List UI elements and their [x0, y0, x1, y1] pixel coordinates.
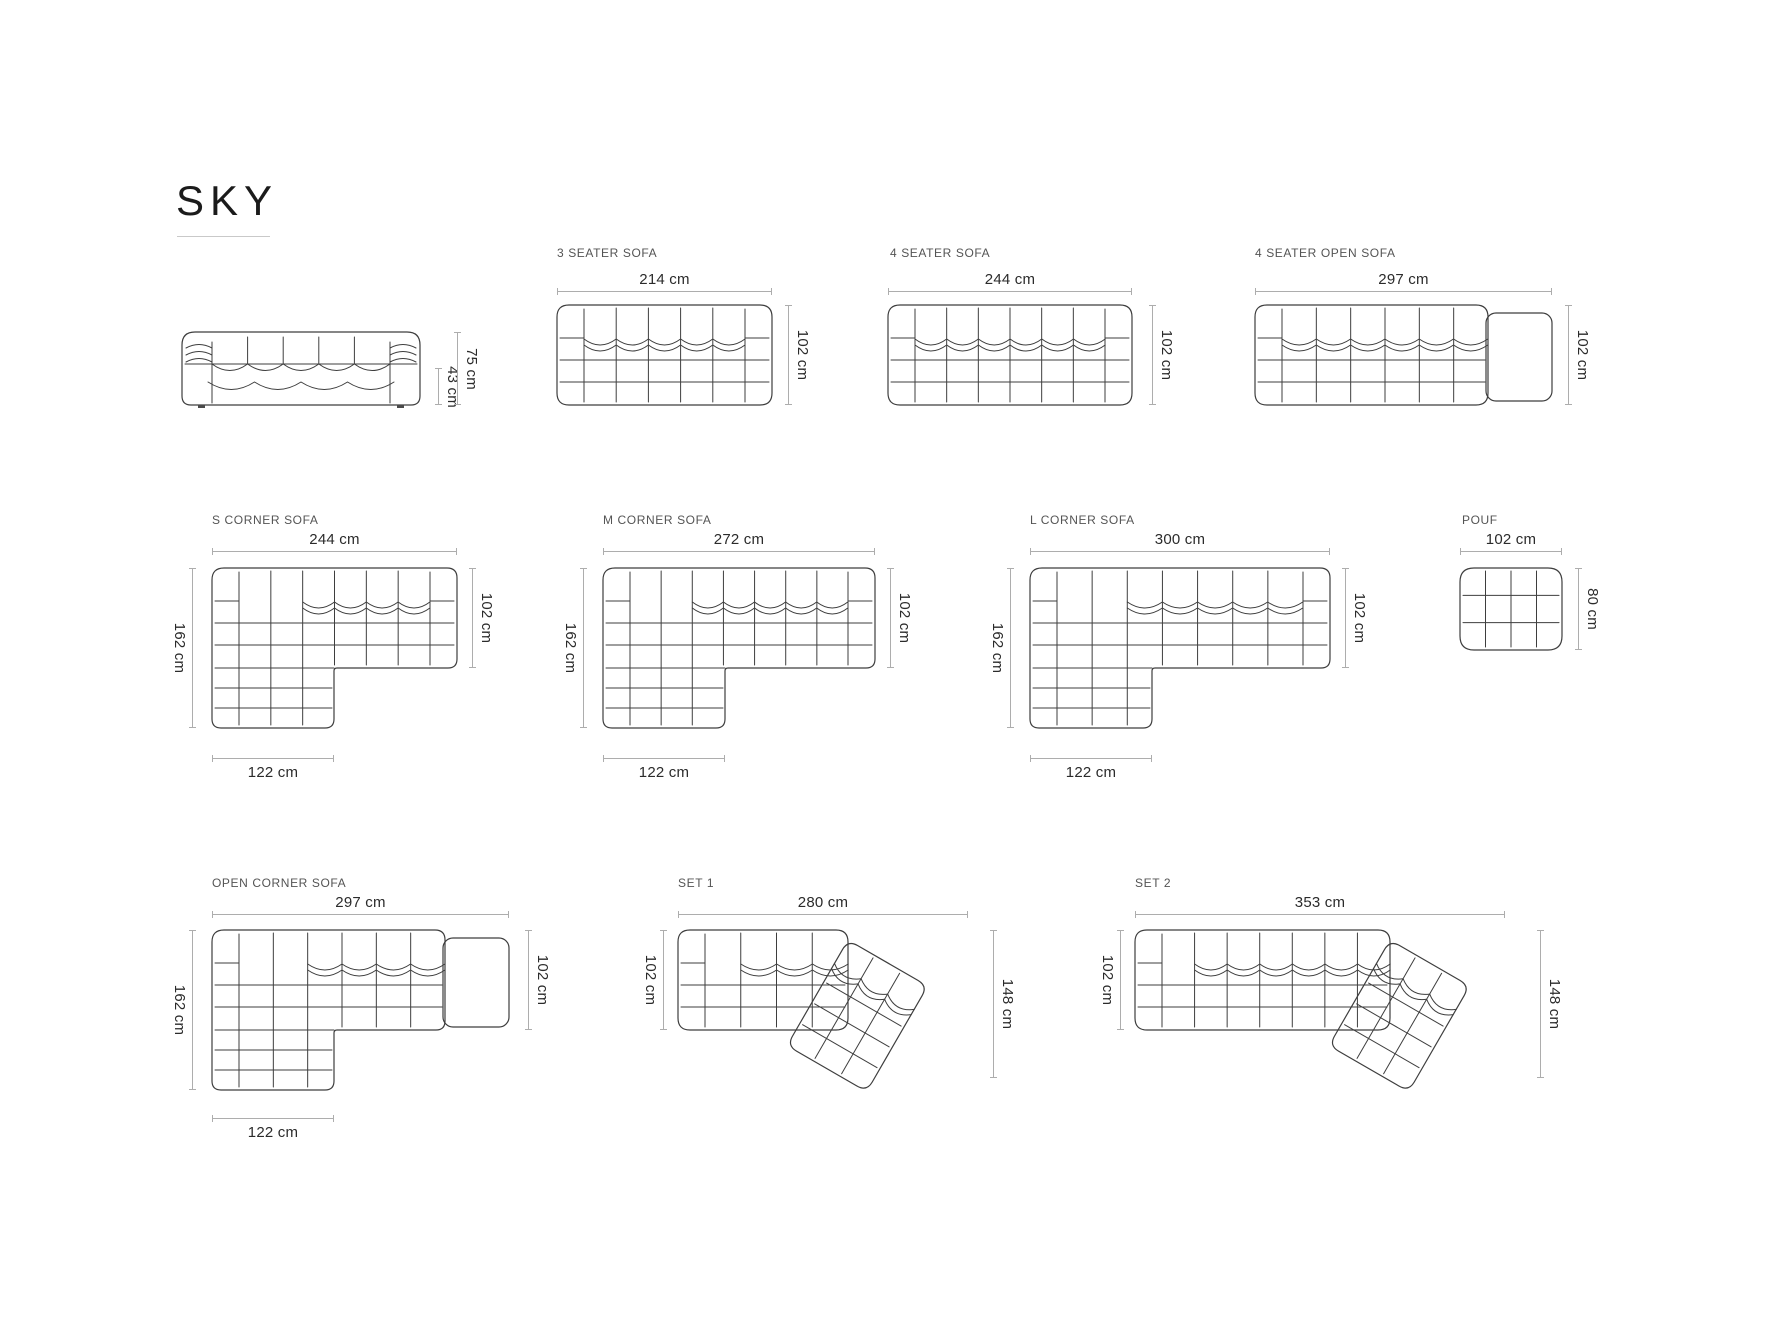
set1-depth-value: 102 cm: [642, 954, 659, 1006]
m-corner-chaise-width-value: 122 cm: [638, 764, 690, 781]
open-corner-total-depth-dim: 162 cm: [171, 930, 196, 1090]
four-seater-width-value: 244 cm: [984, 271, 1036, 288]
four-seater-open-depth-dim: 102 cm: [1565, 305, 1591, 405]
open-corner-depth-value: 102 cm: [534, 954, 551, 1006]
set2-width-dim: 353 cm: [1135, 894, 1505, 918]
s-corner-width-value: 244 cm: [309, 531, 360, 548]
front-sofa-seat-height-dim: 43 cm: [435, 366, 461, 407]
pouf-depth-value: 80 cm: [1584, 588, 1601, 630]
front-sofa-total-height-value: 75 cm: [463, 347, 480, 390]
pouf-label: POUF: [1462, 513, 1498, 527]
l-corner-label: L CORNER SOFA: [1030, 513, 1135, 527]
m-corner-width-value: 272 cm: [713, 531, 765, 548]
four-seater-width-dim: 244 cm: [888, 271, 1132, 295]
four-seater-open-depth-value: 102 cm: [1574, 329, 1591, 381]
m-corner-width-dim: 272 cm: [603, 531, 875, 555]
brand-underline: [177, 236, 270, 237]
m-corner-depth-dim: 102 cm: [887, 568, 913, 668]
set1-depth-dim: 102 cm: [642, 930, 667, 1030]
s-corner-total-depth-value: 162 cm: [171, 622, 188, 674]
open-corner-width-value: 297 cm: [335, 894, 386, 911]
set2-label: SET 2: [1135, 876, 1172, 890]
four-seater-label: 4 SEATER SOFA: [890, 246, 991, 260]
pouf-width-value: 102 cm: [1485, 531, 1537, 548]
s-corner-width-dim: 244 cm: [212, 531, 457, 555]
m-corner-total-depth-dim: 162 cm: [562, 568, 587, 728]
set1-drawing: [677, 929, 925, 1089]
m-corner-total-depth-value: 162 cm: [562, 622, 579, 674]
s-corner-chaise-width-value: 122 cm: [247, 764, 299, 781]
three-seater-depth-value: 102 cm: [794, 329, 811, 381]
set1-total-depth-value: 148 cm: [999, 978, 1016, 1030]
front-sofa-seat-height-value: 43 cm: [444, 365, 461, 408]
set2-total-depth-value: 148 cm: [1546, 978, 1563, 1030]
three-seater-drawing: [556, 304, 773, 406]
s-corner-total-depth-dim: 162 cm: [171, 568, 196, 728]
set1-width-value: 280 cm: [797, 894, 849, 911]
open-corner-drawing: [211, 929, 510, 1091]
open-corner-chaise-width-value: 122 cm: [247, 1124, 299, 1141]
three-seater-depth-dim: 102 cm: [785, 305, 811, 405]
l-corner-width-value: 300 cm: [1154, 531, 1206, 548]
l-corner-total-depth-value: 162 cm: [989, 622, 1006, 674]
open-corner-chaise-width-dim: 122 cm: [212, 1115, 334, 1141]
pouf-depth-dim: 80 cm: [1575, 568, 1601, 650]
l-corner-drawing: [1029, 567, 1331, 729]
set1-total-depth-dim: 148 cm: [990, 930, 1016, 1078]
l-corner-depth-dim: 102 cm: [1342, 568, 1368, 668]
s-corner-chaise-width-dim: 122 cm: [212, 755, 334, 781]
s-corner-label: S CORNER SOFA: [212, 513, 319, 527]
four-seater-open-width-dim: 297 cm: [1255, 271, 1552, 295]
l-corner-chaise-width-value: 122 cm: [1065, 764, 1117, 781]
open-corner-width-dim: 297 cm: [212, 894, 509, 918]
four-seater-depth-value: 102 cm: [1158, 329, 1175, 381]
three-seater-label: 3 SEATER SOFA: [557, 246, 658, 260]
pouf-width-dim: 102 cm: [1460, 531, 1562, 555]
m-corner-label: M CORNER SOFA: [603, 513, 712, 527]
l-corner-depth-value: 102 cm: [1351, 592, 1368, 644]
three-seater-width-value: 214 cm: [639, 271, 690, 288]
set1-width-dim: 280 cm: [678, 894, 968, 918]
open-corner-total-depth-value: 162 cm: [171, 984, 188, 1036]
set2-width-value: 353 cm: [1294, 894, 1346, 911]
front-sofa-total-height-dim: 75 cm: [454, 332, 480, 405]
open-corner-label: OPEN CORNER SOFA: [212, 876, 347, 890]
s-corner-depth-value: 102 cm: [478, 592, 495, 644]
set1-label: SET 1: [678, 876, 715, 890]
m-corner-chaise-width-dim: 122 cm: [603, 755, 725, 781]
four-seater-open-label: 4 SEATER OPEN SOFA: [1255, 246, 1396, 260]
four-seater-drawing: [887, 304, 1133, 406]
four-seater-depth-dim: 102 cm: [1149, 305, 1175, 405]
brand-title: SKY: [176, 177, 279, 224]
m-corner-depth-value: 102 cm: [896, 592, 913, 644]
set2-total-depth-dim: 148 cm: [1537, 930, 1563, 1078]
l-corner-width-dim: 300 cm: [1030, 531, 1330, 555]
pouf-drawing: [1459, 567, 1563, 651]
l-corner-total-depth-dim: 162 cm: [989, 568, 1014, 728]
four-seater-open-drawing: [1254, 304, 1553, 406]
set2-drawing: [1134, 929, 1467, 1089]
set2-depth-value: 102 cm: [1099, 954, 1116, 1006]
l-corner-chaise-width-dim: 122 cm: [1030, 755, 1152, 781]
m-corner-drawing: [602, 567, 876, 729]
front-sofa-drawing: [181, 331, 421, 408]
s-corner-drawing: [211, 567, 458, 729]
four-seater-open-width-value: 297 cm: [1378, 271, 1429, 288]
open-corner-depth-dim: 102 cm: [525, 930, 551, 1030]
s-corner-depth-dim: 102 cm: [469, 568, 495, 668]
three-seater-width-dim: 214 cm: [557, 271, 772, 295]
set2-depth-dim: 102 cm: [1099, 930, 1124, 1030]
